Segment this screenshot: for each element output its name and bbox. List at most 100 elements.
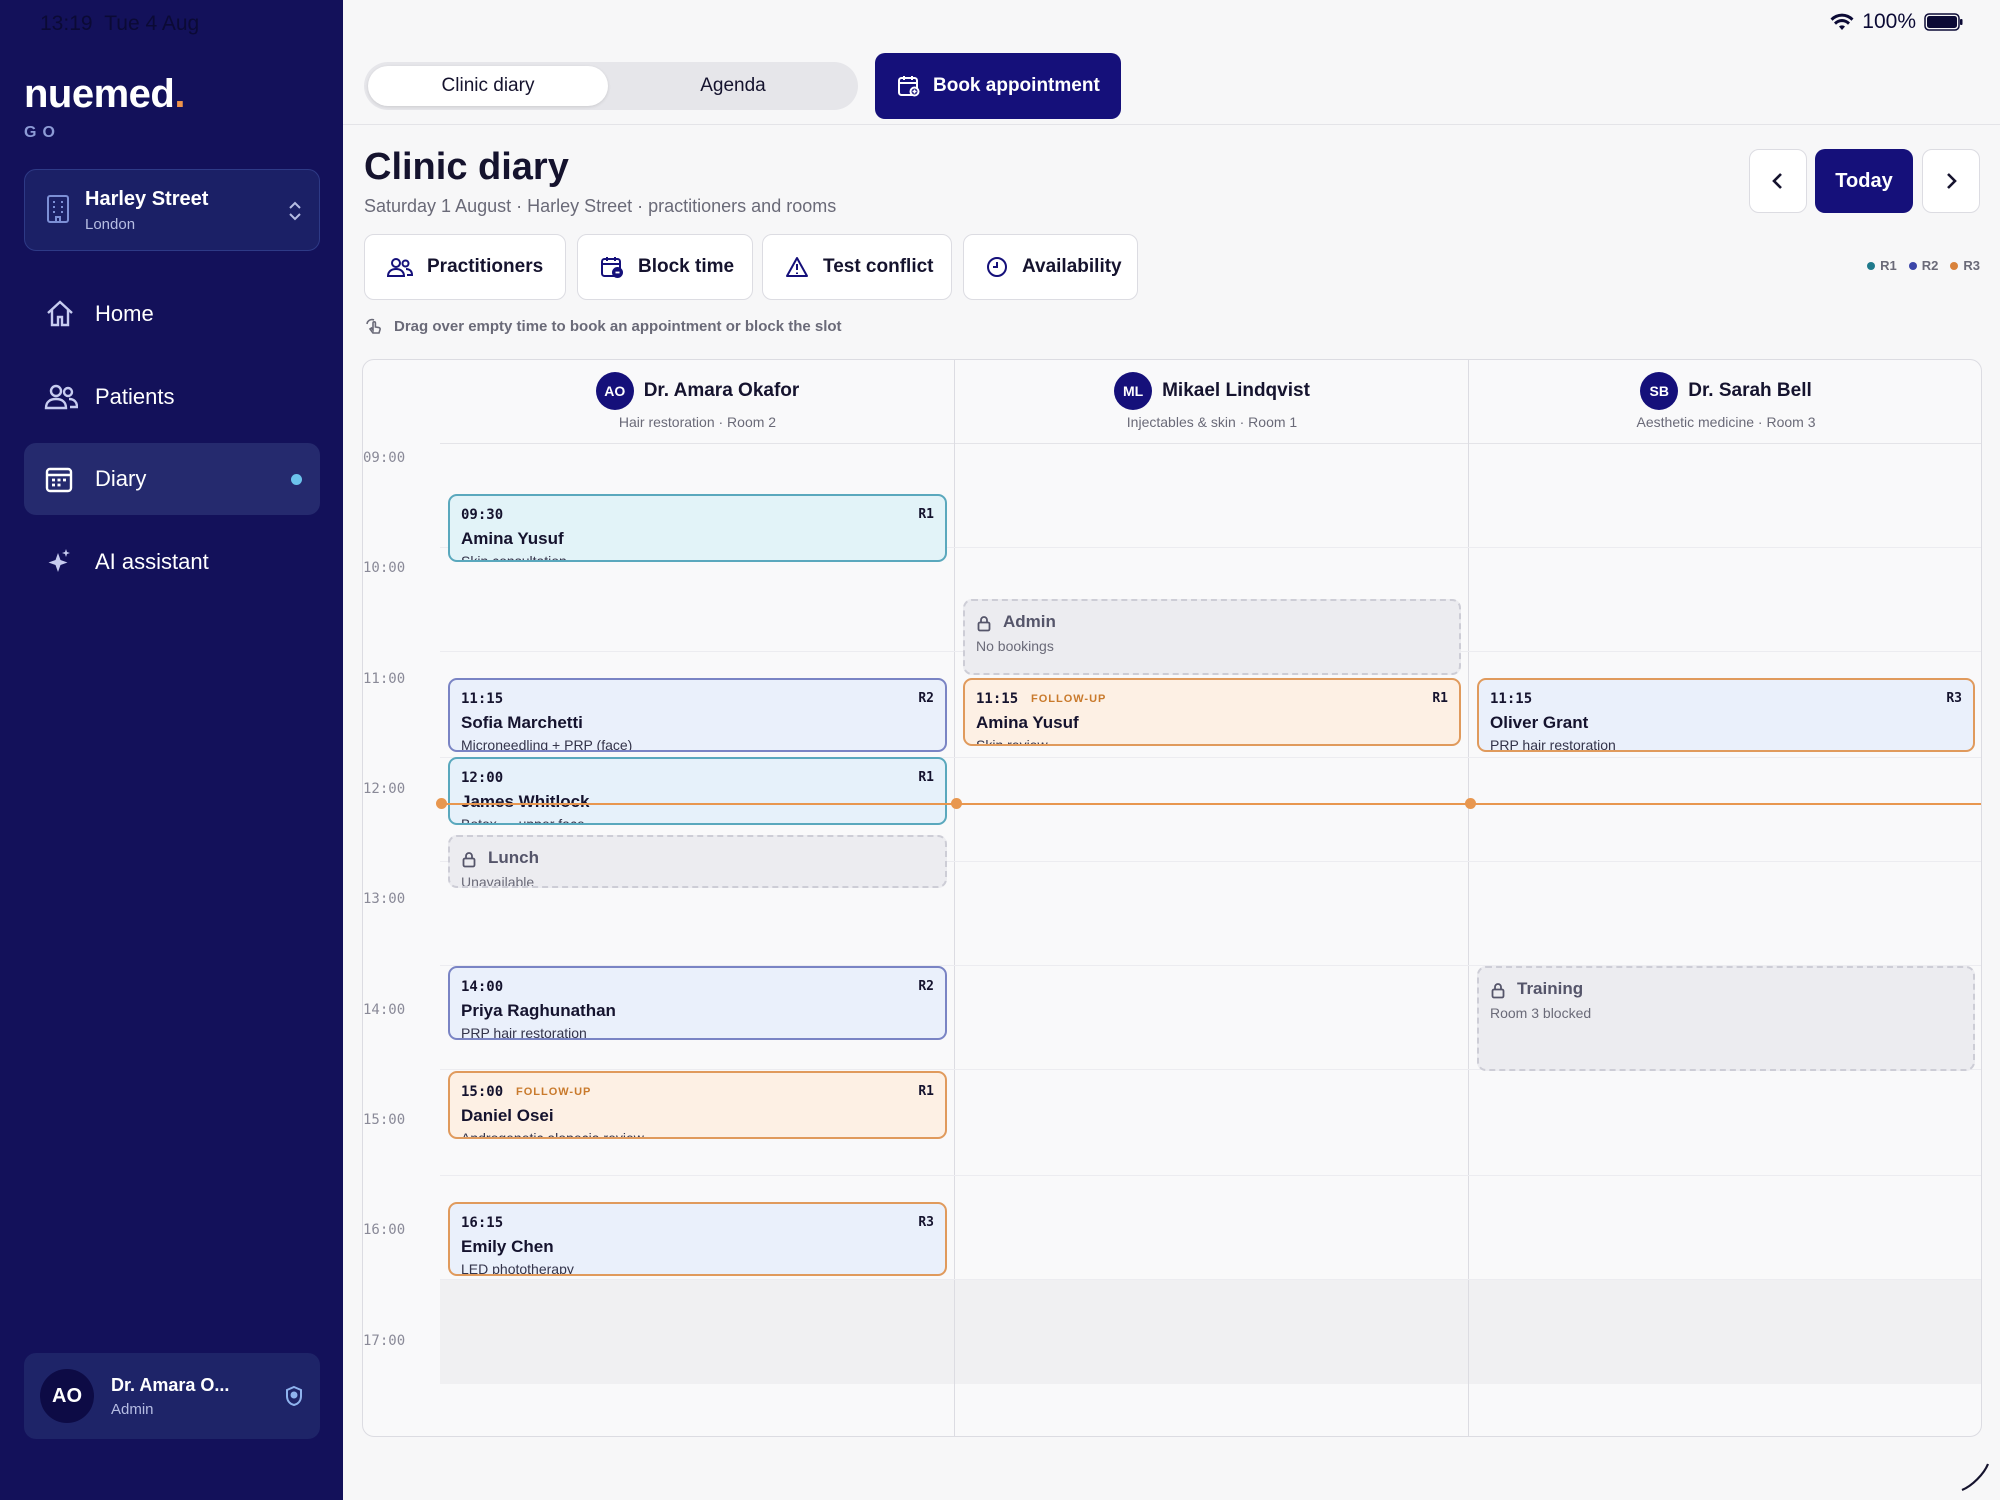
practitioners-button[interactable]: Practitioners (364, 234, 566, 300)
column-divider (1468, 360, 1469, 1436)
user-role: Admin (111, 1401, 154, 1418)
next-day-button[interactable] (1922, 149, 1980, 213)
follow-up-tag: FOLLOW-UP (516, 1086, 592, 1098)
chevron-updown-icon (289, 201, 301, 221)
page-title: Clinic diary (364, 146, 569, 188)
practitioner-name: Dr. Amara Okafor (643, 380, 800, 401)
time-label: 16:00 (363, 1222, 406, 1238)
follow-up-tag: FOLLOW-UP (1031, 693, 1107, 705)
tab-agenda[interactable]: Agenda (700, 75, 766, 96)
time-label: 09:00 (363, 450, 406, 466)
appointment-type: Botox — upper face (461, 816, 585, 825)
block-title: Lunch (488, 848, 539, 867)
blocked-slot-admin[interactable]: Admin No bookings (963, 599, 1461, 675)
availability-button[interactable]: Availability (963, 234, 1138, 300)
nav-home-label: Home (95, 301, 154, 326)
room-badge: R1 (918, 770, 934, 785)
current-time-marker (951, 798, 962, 809)
appointment-card[interactable]: 12:00 R1 James Whitlock Botox — upper fa… (448, 757, 947, 825)
blocked-slot-training[interactable]: Training Room 3 blocked (1477, 966, 1975, 1071)
room-badge: R2 (918, 691, 934, 706)
appointment-card[interactable]: 11:15 FOLLOW-UP R1 Amina Yusuf Skin revi… (963, 678, 1461, 746)
appointment-type: Skin review (976, 737, 1048, 746)
user-name: Dr. Amara O... (111, 1375, 230, 1395)
tab-clinic-diary[interactable]: Clinic diary (368, 66, 608, 106)
chevron-left-icon (1772, 173, 1782, 189)
user-profile-card[interactable]: AO Dr. Amara O... Admin (24, 1353, 320, 1439)
avatar: ML (1114, 372, 1153, 410)
test-conflict-label: Test conflict (823, 256, 934, 277)
appointment-card[interactable]: 15:00 FOLLOW-UP R1 Daniel Osei Androgene… (448, 1071, 947, 1139)
time-label: 13:00 (363, 891, 406, 907)
column-divider (954, 360, 955, 1436)
column-header-mikael-lindqvist[interactable]: ML Mikael Lindqvist Injectables & skin · … (955, 360, 1469, 444)
appointment-time: 11:15 (1490, 691, 1533, 707)
column-header-sarah-bell[interactable]: SB Dr. Sarah Bell Aesthetic medicine · Ro… (1469, 360, 1981, 444)
availability-label: Availability (1022, 256, 1122, 277)
block-time-label: Block time (638, 256, 735, 277)
column-header-amara-okafor[interactable]: AO Dr. Amara Okafor Hair restoration · Ro… (440, 360, 955, 444)
appointment-type: Androgenetic alopecia review (461, 1130, 644, 1139)
previous-day-button[interactable] (1749, 149, 1807, 213)
practitioner-details: Aesthetic medicine · Room 3 (1636, 414, 1816, 430)
battery-icon (1924, 13, 1963, 31)
block-description: No bookings (976, 638, 1054, 654)
lock-icon (977, 616, 991, 632)
patient-name: Oliver Grant (1490, 713, 1589, 732)
block-description: Unavailable (461, 874, 535, 888)
book-appointment-button[interactable]: Book appointment (875, 53, 1121, 119)
practitioner-name: Mikael Lindqvist (1162, 380, 1310, 401)
appointment-time: 15:00 (461, 1084, 504, 1100)
practitioner-details: Hair restoration · Room 2 (618, 414, 777, 430)
practitioner-name: Dr. Sarah Bell (1688, 380, 1812, 401)
nav-diary[interactable]: Diary (24, 443, 320, 515)
time-label: 11:00 (363, 671, 406, 687)
lock-icon (1491, 983, 1505, 999)
hour-gridline (440, 1279, 1981, 1280)
nav-home[interactable]: Home (24, 278, 320, 350)
nav-ai-assistant[interactable]: AI assistant (24, 526, 320, 598)
hour-gridline (440, 965, 1981, 966)
test-conflict-button[interactable]: Test conflict (762, 234, 952, 300)
block-title: Training (1517, 979, 1584, 998)
time-label: 14:00 (363, 1002, 406, 1018)
blocked-slot-lunch[interactable]: Lunch Unavailable (448, 835, 947, 888)
brand-logo[interactable]: nuemed. (24, 72, 185, 116)
block-title: Admin (1003, 612, 1056, 631)
today-button[interactable]: Today (1815, 149, 1913, 213)
appointment-card[interactable]: 09:30 R1 Amina Yusuf Skin consultation (448, 494, 947, 562)
time-label: 12:00 (363, 781, 406, 797)
clock-icon (987, 257, 1007, 277)
nav-patients[interactable]: Patients (24, 361, 320, 433)
patient-name: Sofia Marchetti (461, 713, 583, 732)
header-divider (343, 124, 2000, 125)
appointment-card[interactable]: 11:15 R2 Sofia Marchetti Microneedling +… (448, 678, 947, 752)
status-bar-indicators: 100% (1830, 10, 1964, 34)
practitioners-label: Practitioners (427, 256, 544, 277)
appointment-card[interactable]: 14:00 R2 Priya Raghunathan PRP hair rest… (448, 966, 947, 1040)
appointment-card[interactable]: 16:15 R3 Emily Chen LED phototherapy (448, 1202, 947, 1276)
patient-name: Amina Yusuf (976, 713, 1079, 732)
resize-handle-icon[interactable] (1958, 1460, 1992, 1494)
book-appointment-label: Book appointment (933, 75, 1100, 96)
warning-icon (786, 257, 808, 277)
patient-name: James Whitlock (461, 792, 590, 811)
legend-item-r1: R1 (1867, 258, 1897, 273)
shield-icon (286, 1385, 302, 1407)
hour-gridline (440, 861, 1981, 862)
status-bar-time: 13:19 Tue 4 Aug (40, 12, 200, 35)
appointment-card[interactable]: 11:15 R3 Oliver Grant PRP hair restorati… (1477, 678, 1975, 752)
building-icon (47, 195, 69, 223)
room-badge: R1 (918, 507, 934, 522)
active-indicator (291, 473, 302, 485)
room-badge: R1 (1432, 691, 1448, 706)
battery-percent: 100% (1862, 10, 1916, 33)
room-badge: R2 (918, 979, 934, 994)
users-icon (387, 258, 413, 277)
time-label: 17:00 (363, 1333, 406, 1349)
hour-gridline (440, 547, 1981, 548)
block-time-button[interactable]: Block time (577, 234, 753, 300)
appointment-time: 11:15 (461, 691, 504, 707)
location-switcher[interactable]: Harley Street London (24, 169, 320, 251)
nav-ai-assistant-label: AI assistant (95, 549, 209, 574)
